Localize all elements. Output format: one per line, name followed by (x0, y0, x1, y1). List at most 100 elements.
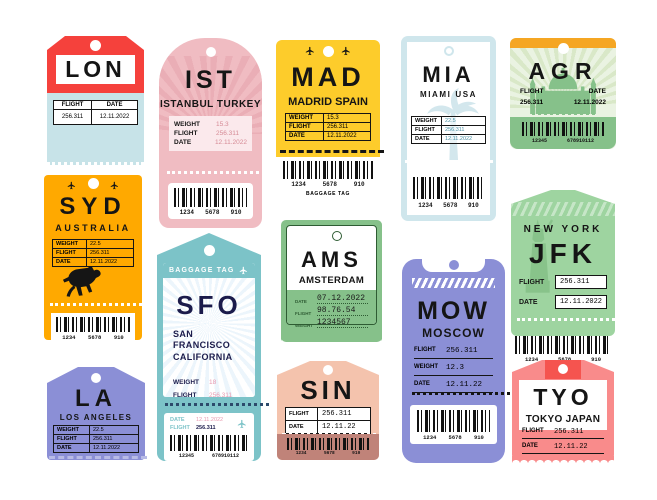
field-row: WEIGHT 22.5 (411, 116, 486, 126)
tear-line (405, 160, 496, 163)
barcode (287, 438, 369, 450)
tag-jfk[interactable]: NEW YORK JFK FLIGHT 256.311 DATE 12.11.2… (511, 190, 615, 363)
lon-red-header: LON (47, 36, 144, 93)
footer-label: BAGGAGE TAG (305, 191, 350, 197)
barcode-panel: 1234 5678 910 (277, 434, 379, 460)
field-row: WEIGHT 22.5 (53, 425, 139, 435)
barcode-panel: 1234 5678 910 (515, 336, 611, 363)
field-row: DATE 12.11.2022 (53, 443, 139, 453)
barcode-numbers: 12345 678910112 (531, 138, 594, 144)
barcode (56, 317, 130, 332)
sin-fields: FLIGHT 256.311 DATE 12.11.22 (285, 407, 371, 434)
tear-line (412, 392, 515, 395)
tag-sfo[interactable]: BAGGAGE TAG SFO SAN FRANCISCO CALIFORNIA… (157, 233, 269, 461)
field-row: FLIGHT 256.311 (174, 130, 240, 137)
barcode-numbers: 1234 5678 910 (524, 356, 602, 363)
diagonal-stripe-band (412, 278, 495, 288)
barcode-panel: 1234 5678 910 (168, 183, 253, 219)
tyo-panel: TYO TOKYO JAPAN (519, 380, 607, 430)
tag-mow[interactable]: MOW MOSCOW FLIGHT 256.311 WEIGHT 12.3 DA… (402, 259, 515, 463)
field-row: DATE 12.11.22 (522, 443, 604, 454)
mia-body: MIA MIAMI USA WEIGHT 22.5 FLIGHT 256.311 D… (401, 36, 496, 221)
syd-fields: WEIGHT 22.5 FLIGHT 256.311 DATE 12.11.2022 (52, 239, 134, 267)
tear-line (517, 318, 615, 321)
barcode-numbers: 1234 5678 910 (423, 434, 484, 441)
airport-code: AMS (301, 247, 362, 272)
punch-hole (323, 365, 333, 375)
tag-lon[interactable]: LON FLIGHT DATE 256.311 12.11.2022 (47, 36, 144, 165)
scalloped-edge (512, 456, 614, 464)
mia-fields: WEIGHT 22.5 FLIGHT 256.311 DATE 12.11.2022 (411, 116, 486, 144)
ist-code: IST (185, 66, 236, 94)
tear-edge (47, 155, 144, 165)
tear-line (165, 403, 269, 406)
ist-body: IST ISTANBUL TURKEY WEIGHT 15.3 FLIGHT 2… (159, 38, 262, 228)
city-label: ISTANBUL TURKEY (159, 99, 262, 110)
punch-hole (449, 260, 459, 270)
barcode-numbers: 1234 5678 910 (418, 202, 479, 209)
barcode-panel: 12345 678910112 (510, 117, 616, 149)
field-row: DATE 12.11.2022 (52, 257, 134, 267)
punch-hole (444, 46, 454, 56)
airport-code: MIA (422, 62, 475, 87)
airport-code: LA (75, 385, 117, 412)
tag-mad[interactable]: MAD MADRID SPAIN WEIGHT 15.3 FLIGHT 256.31… (276, 40, 384, 200)
airplane-icon (67, 181, 75, 190)
field-row: FLIGHT 256.311 (414, 347, 493, 359)
sunburst-decoration (163, 263, 255, 397)
barcode-numbers: 1234 5678 910 (179, 209, 242, 216)
jfk-body: NEW YORK JFK FLIGHT 256.311 DATE 12.11.2… (511, 190, 615, 336)
tag-syd[interactable]: SYD AUSTRALIA WEIGHT 22.5 FLIGHT 256.311 D… (44, 175, 148, 343)
airplane-icon (305, 46, 314, 56)
tear-line (49, 456, 147, 459)
kangaroo-silhouette (62, 267, 101, 297)
field-row: FLIGHT 98.76.54 (295, 306, 368, 316)
punch-hole (88, 178, 99, 189)
airport-code: AGR (528, 58, 598, 84)
city-label: MADRID SPAIN (288, 96, 368, 108)
syd-body: SYD AUSTRALIA WEIGHT 22.5 FLIGHT 256.311 D… (44, 175, 148, 343)
tag-ams[interactable]: AMS AMSTERDAM DATE 07.12.2022 FLIGHT 98.… (281, 220, 382, 342)
field-row: FLIGHT 256.311 (519, 275, 607, 289)
city-label: SAN FRANCISCO CALIFORNIA (173, 329, 233, 362)
barcode-panel: 1234 5678 910 BAGGAGE TAG (276, 157, 380, 200)
mad-stub: 1234 5678 910 BAGGAGE TAG (276, 150, 384, 200)
agr-column-headers: FLIGHT DATE (520, 88, 606, 95)
info-table: FLIGHT DATE 256.311 12.11.2022 (53, 100, 138, 125)
city-label: AUSTRALIA (55, 223, 131, 233)
airplane-icon (110, 181, 118, 190)
barcode (522, 122, 604, 136)
tag-sin[interactable]: SIN FLIGHT 256.311 DATE 12.11.22 1234 5678… (277, 361, 384, 460)
field-row: DATE 12.11.2022 (285, 131, 371, 141)
lon-code-box: LON (56, 55, 135, 84)
field-row: WEIGHT 15.3 (285, 113, 371, 123)
tyo-fields: FLIGHT 256.311 DATE 12.11.22 (522, 428, 604, 454)
field-row: FLIGHT 256.311 (411, 125, 486, 135)
tag-la[interactable]: LA LOS ANGELES WEIGHT 22.5 FLIGHT 256.311 … (47, 367, 147, 460)
barcode (515, 336, 611, 354)
stub-fields: DATE 12.11.2022 FLIGHT 256.311 (170, 417, 223, 431)
barcode (170, 435, 248, 451)
barcode-numbers: 12345 678910112 (178, 453, 239, 459)
tag-agr[interactable]: AGR FLIGHT DATE 256.311 12.11.2022 12345… (510, 38, 616, 149)
tag-tyo[interactable]: TYO TOKYO JAPAN FLIGHT 256.311 DATE 12.1… (512, 360, 614, 464)
airplane-icon (237, 419, 246, 429)
airport-code: SFO (176, 290, 242, 320)
punch-hole (206, 47, 216, 57)
barcode (283, 161, 373, 179)
airport-code: JFK (529, 238, 597, 269)
field-row: FLIGHT 256.311 (173, 391, 233, 397)
city-label: TOKYO JAPAN (525, 414, 601, 425)
punch-hole (323, 46, 334, 57)
tear-line (167, 171, 262, 174)
barcode-panel: 1234 5678 910 (51, 313, 135, 343)
airport-code: SIN (300, 375, 356, 405)
barcode (417, 410, 490, 432)
tag-ist[interactable]: IST ISTANBUL TURKEY WEIGHT 15.3 FLIGHT 2… (159, 38, 262, 228)
field-row: WEIGHT 12.3 (414, 364, 493, 376)
punch-hole (558, 43, 569, 54)
city-label: LOS ANGELES (59, 413, 133, 422)
ist-fields: WEIGHT 15.3 FLIGHT 256.311 DATE 12.11.20… (169, 116, 252, 151)
tag-mia[interactable]: MIA MIAMI USA WEIGHT 22.5 FLIGHT 256.311 D… (401, 36, 496, 221)
